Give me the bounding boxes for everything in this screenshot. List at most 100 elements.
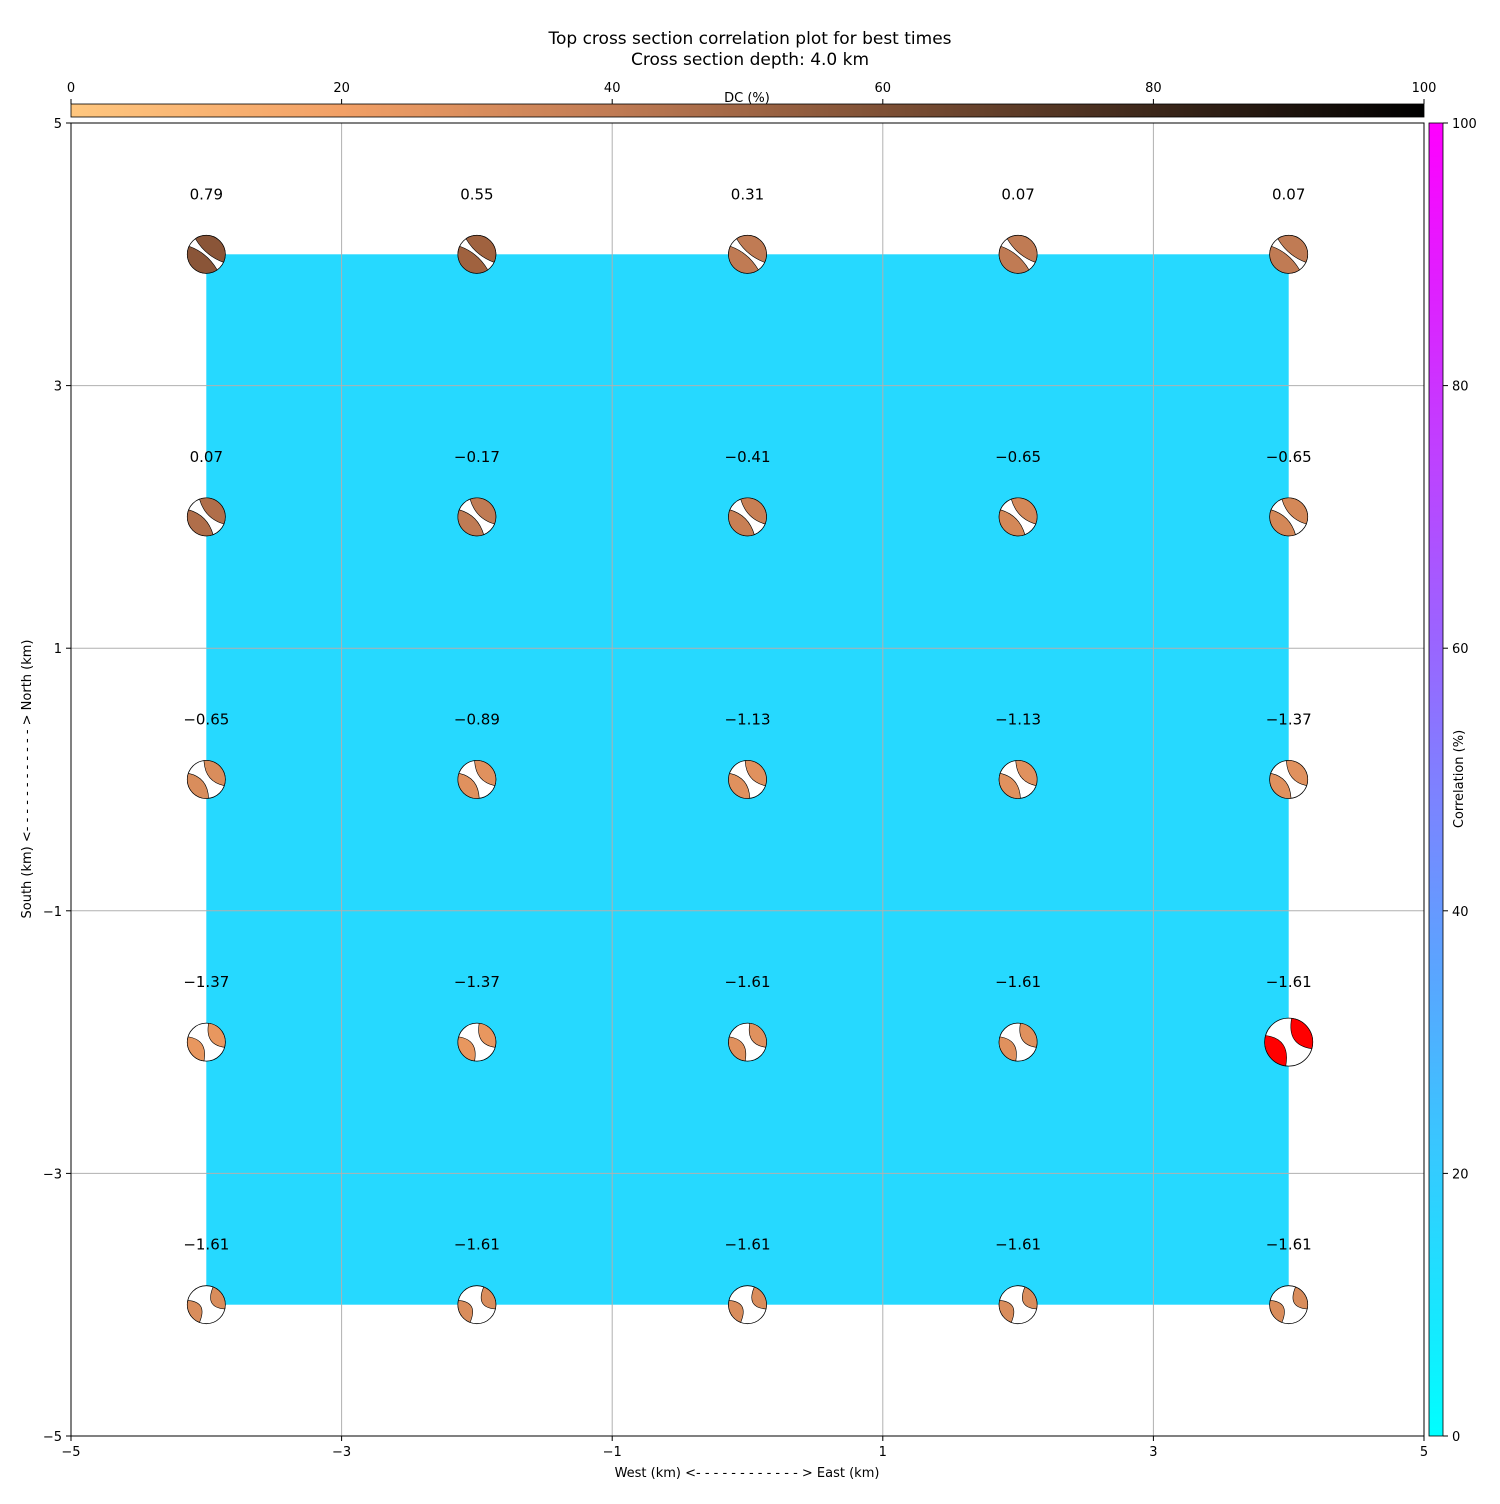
x-axis-label: West (km) <- - - - - - - - - - - - > Eas… bbox=[615, 1466, 880, 1481]
beachball-lobe bbox=[728, 245, 759, 274]
y-tick-label: −3 bbox=[43, 1167, 62, 1182]
beachball-lobe bbox=[1006, 235, 1038, 263]
beachball bbox=[457, 1022, 497, 1062]
beachball bbox=[728, 760, 767, 799]
beachball bbox=[457, 1285, 497, 1325]
correlation-colorbar bbox=[1428, 122, 1444, 1437]
value-label: −1.61 bbox=[725, 1236, 771, 1254]
beachball-lobe bbox=[1269, 245, 1300, 274]
beachball-lobe bbox=[1290, 1017, 1313, 1050]
y-tick-label: −5 bbox=[43, 1430, 62, 1445]
dc-colorbar-tick-label: 80 bbox=[1145, 81, 1162, 96]
beachball-lobe bbox=[728, 772, 751, 799]
beachball-lobe bbox=[1264, 1035, 1287, 1067]
beachball-lobe bbox=[1269, 509, 1296, 537]
beachball bbox=[1269, 760, 1309, 799]
x-tick-label: 3 bbox=[1149, 1445, 1157, 1460]
correlation-colorbar-tick-label: 80 bbox=[1452, 380, 1469, 395]
dc-colorbar-label: DC (%) bbox=[724, 91, 770, 106]
beachball bbox=[998, 760, 1038, 799]
beachball-lobe bbox=[728, 1036, 747, 1062]
value-label: −0.65 bbox=[183, 711, 229, 729]
beachball-lobe bbox=[187, 772, 209, 799]
correlation-colorbar-tick-label: 20 bbox=[1452, 1167, 1469, 1182]
dc-colorbar-tick-label: 60 bbox=[875, 81, 892, 96]
beachball-lobe bbox=[1010, 497, 1038, 525]
beachball-lobe bbox=[474, 760, 497, 787]
beachball bbox=[728, 234, 767, 274]
y-tick-label: 3 bbox=[54, 380, 62, 395]
value-label: 0.07 bbox=[1272, 185, 1305, 203]
value-label: −1.61 bbox=[995, 1236, 1041, 1254]
beachball-lobe bbox=[457, 1300, 473, 1323]
y-axis-label: South (km) <- - - - - - - - - - - - > No… bbox=[20, 639, 35, 918]
beachball-lobe bbox=[199, 497, 226, 525]
correlation-colorbar-tick-label: 100 bbox=[1452, 117, 1477, 132]
beachball-lobe bbox=[457, 1036, 476, 1062]
beachball-lobe bbox=[210, 1286, 226, 1310]
value-label: −1.37 bbox=[454, 973, 500, 991]
beachball bbox=[186, 497, 226, 537]
beachball-lobe bbox=[1015, 760, 1038, 787]
beachball-lobe bbox=[998, 1036, 1017, 1062]
beachball-lobe bbox=[187, 1300, 203, 1323]
beachball-lobe bbox=[740, 497, 767, 525]
beachball-lobe bbox=[748, 1022, 767, 1048]
beachball bbox=[457, 760, 497, 799]
beachball bbox=[186, 1022, 226, 1062]
value-label: −0.17 bbox=[454, 448, 500, 466]
x-tick-label: 5 bbox=[1420, 1445, 1428, 1460]
value-label: −1.13 bbox=[995, 711, 1041, 729]
beachball bbox=[457, 497, 497, 537]
x-tick-label: −1 bbox=[603, 1445, 622, 1460]
beachball-lobe bbox=[1281, 497, 1308, 525]
beachball-lobe bbox=[1269, 772, 1292, 799]
value-label: −1.61 bbox=[725, 973, 771, 991]
beachball bbox=[998, 1285, 1038, 1325]
beachball-lobe bbox=[728, 509, 755, 537]
chart-title: Top cross section correlation plot for b… bbox=[547, 29, 951, 49]
beachball-lobe bbox=[998, 509, 1026, 537]
beachball-lobe bbox=[187, 245, 218, 274]
beachball-lobe bbox=[736, 235, 767, 263]
correlation-colorbar-label: Correlation (%) bbox=[1452, 730, 1467, 828]
beachball bbox=[998, 497, 1038, 537]
beachball bbox=[186, 1285, 226, 1325]
value-label: −1.61 bbox=[1266, 973, 1312, 991]
value-label: −0.65 bbox=[995, 448, 1041, 466]
beachball-lobe bbox=[998, 772, 1021, 799]
beachball bbox=[186, 760, 226, 799]
beachball bbox=[1269, 1285, 1309, 1325]
beachball-lobe bbox=[1022, 1286, 1038, 1310]
beachball-lobe bbox=[465, 235, 497, 263]
correlation-colorbar-tick-label: 0 bbox=[1452, 1430, 1460, 1445]
value-label: −1.61 bbox=[995, 973, 1041, 991]
value-label: −1.13 bbox=[725, 711, 771, 729]
beachball-lobe bbox=[457, 772, 480, 799]
beachball bbox=[728, 1022, 767, 1062]
beachball bbox=[728, 1285, 767, 1325]
beachball-lobe bbox=[728, 1300, 744, 1323]
plot-frame bbox=[70, 122, 1425, 1437]
best-solution-beachball bbox=[1264, 1017, 1314, 1067]
x-tick-label: −5 bbox=[61, 1445, 80, 1460]
beachball-lobe bbox=[1019, 1022, 1038, 1048]
beachball-lobe bbox=[478, 1022, 497, 1048]
beachball-lobe bbox=[207, 1022, 226, 1048]
beachball bbox=[186, 234, 226, 274]
value-label: 0.31 bbox=[731, 185, 764, 203]
beachball bbox=[998, 234, 1038, 274]
correlation-colorbar-tick-label: 60 bbox=[1452, 642, 1469, 657]
beachball-lobe bbox=[469, 497, 497, 525]
beachball-lobe bbox=[1292, 1286, 1308, 1310]
dc-colorbar-tick-label: 0 bbox=[67, 81, 75, 96]
value-label: −0.89 bbox=[454, 711, 500, 729]
beachball-lobe bbox=[998, 245, 1030, 274]
dc-colorbar bbox=[70, 103, 1425, 118]
beachball-lobe bbox=[1269, 1300, 1285, 1323]
value-label: −0.41 bbox=[725, 448, 771, 466]
value-label: 0.07 bbox=[1001, 185, 1034, 203]
dc-colorbar-tick-label: 40 bbox=[604, 81, 621, 96]
value-label: −1.61 bbox=[183, 1236, 229, 1254]
beachball-lobe bbox=[187, 509, 214, 537]
